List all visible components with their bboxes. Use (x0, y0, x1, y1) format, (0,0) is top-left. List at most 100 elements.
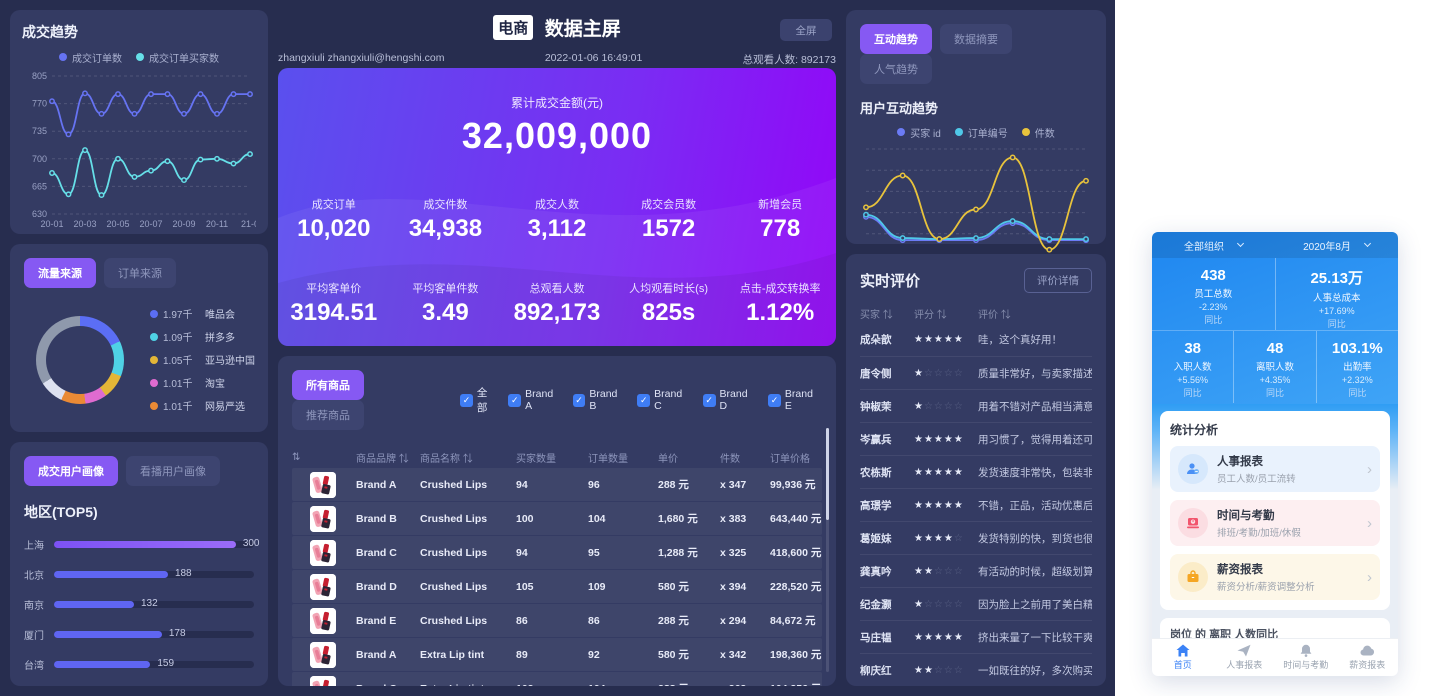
review-row: 马庄韫 ★★★★★ 挤出来量了一下比较干爽，不 (860, 620, 1092, 653)
mobile-body: 统计分析 人事报表 员工人数/员工流转 › (1152, 404, 1398, 638)
stat-label: 入职人数 (1173, 362, 1212, 373)
checkbox-label: 全部 (476, 387, 488, 414)
legend-dot-icon (150, 378, 158, 387)
column-header[interactable]: 买家数量 (516, 453, 556, 465)
total-viewers: 总观看人数: 892173 (742, 54, 836, 66)
checkbox-checked-icon[interactable]: ✓ (460, 393, 473, 407)
nav-time-attendance[interactable]: 时间与考勤 (1275, 639, 1337, 676)
traffic-sources-card: 流量来源 订单来源 1.97千 唯品会 1.09千 拼多多 1.05千 亚马逊中国 1.01千… (10, 244, 268, 432)
nav-salary-report[interactable]: 薪资报表 (1337, 639, 1399, 676)
column-header[interactable]: 评价 ⇅ (978, 309, 1011, 321)
interaction-legend-item[interactable]: 订单编号 (954, 125, 1008, 140)
menu-time-attendance[interactable]: 时间与考勤 排班/考勤/加班/休假 › (1170, 500, 1380, 546)
deal-trend-legend-item[interactable]: 成交订单买家数 (136, 50, 219, 65)
page-header: 电商 数据主屏 (278, 14, 836, 41)
svg-text:770: 770 (32, 99, 47, 109)
svg-text:20-03: 20-03 (73, 219, 96, 229)
svg-text:665: 665 (32, 181, 47, 191)
tab-人气趋势[interactable]: 人气趋势 (860, 54, 932, 84)
stat-value: 1572 (641, 215, 696, 242)
tab-所有商品[interactable]: 所有商品 (292, 370, 364, 400)
region-bar-fill (54, 601, 134, 608)
brand-checkbox-Brand E[interactable]: ✓ Brand E (768, 388, 822, 412)
reviews-table-header[interactable]: 买家 ⇅ 评分 ⇅ 评价 ⇅ (860, 303, 1092, 323)
stars-empty: ☆☆☆☆ (923, 400, 964, 412)
source-legend-item[interactable]: 1.09千 拼多多 (150, 329, 255, 344)
cell: Brand B (356, 512, 397, 525)
month-dropdown[interactable]: 2020年8月 (1275, 232, 1398, 258)
stars-filled: ★★★★ (914, 532, 954, 544)
column-header[interactable]: 订单价格 (770, 453, 810, 465)
review-row: 岑赢兵 ★★★★★ 用习惯了，觉得用着还可以但 (860, 422, 1092, 455)
legend-label: 订单编号 (967, 128, 1008, 140)
stat-delta: +17.69% (1318, 306, 1355, 316)
checkbox-checked-icon[interactable]: ✓ (572, 393, 586, 407)
review-row: 成朵歆 ★★★★★ 哇，这个真好用！ (860, 323, 1092, 356)
source-legend-item[interactable]: 1.01千 淘宝 (150, 375, 255, 390)
nav-home[interactable]: 首页 (1152, 639, 1214, 676)
column-header[interactable]: 买家 ⇅ (860, 309, 893, 321)
stars-filled: ★★ (914, 664, 934, 676)
source-legend-item[interactable]: 1.05千 亚马逊中国 (150, 352, 255, 367)
products-table-header[interactable]: ⇅ 商品品牌 ⇅ 商品名称 ⇅ 买家数量 订单数量 单价 件数 订单价格 (292, 446, 822, 468)
cell: Crushed Lips (420, 546, 488, 559)
cell: x 325 (720, 546, 747, 559)
fullscreen-button[interactable]: 全屏 (780, 19, 832, 41)
checkbox-checked-icon[interactable]: ✓ (637, 393, 651, 407)
tab-成交用户画像[interactable]: 成交用户画像 (24, 456, 118, 486)
cell: Brand A (356, 648, 397, 661)
deal-trend-legend-item[interactable]: 成交订单数 (59, 50, 122, 65)
review-text: 一如既往的好，多次购买了， (978, 664, 1092, 677)
region-bar-fill (54, 631, 162, 638)
source-value: 1.01千 (163, 402, 193, 413)
org-dropdown[interactable]: 全部组织 (1152, 232, 1275, 258)
review-row: 钟椒茉★☆☆☆☆用着不错对产品相当满意挺好 (860, 389, 1092, 422)
column-header[interactable]: 商品品牌 ⇅ (356, 453, 409, 465)
cell: 92 (588, 648, 600, 661)
stars-filled: ★★★★★ (914, 466, 964, 478)
checkbox-checked-icon[interactable]: ✓ (768, 393, 781, 407)
interaction-legend: 买家 id 订单编号 件数 (860, 123, 1092, 141)
brand-checkbox-Brand B[interactable]: ✓ Brand B (572, 388, 627, 412)
scrollbar-thumb[interactable] (826, 428, 829, 520)
svg-text:20-07: 20-07 (139, 219, 162, 229)
column-header[interactable]: 评分 ⇅ (914, 309, 947, 321)
summary-stat: 成交件数 34,938 (390, 196, 502, 243)
interaction-legend-item[interactable]: 件数 (1021, 125, 1055, 140)
brand-checkbox-全部[interactable]: ✓ 全部 (460, 385, 497, 415)
nav-hr-report[interactable]: 人事报表 (1214, 639, 1276, 676)
tab-流量来源[interactable]: 流量来源 (24, 258, 96, 288)
brand-checkbox-Brand A[interactable]: ✓ Brand A (508, 388, 561, 412)
column-header[interactable]: 订单数量 (588, 453, 628, 465)
stat-label: 总观看人数 (529, 283, 585, 295)
brand-checkbox-Brand D[interactable]: ✓ Brand D (702, 388, 757, 412)
interaction-legend-item[interactable]: 买家 id (897, 125, 941, 140)
source-legend-item[interactable]: 1.97千 唯品会 (150, 306, 255, 321)
product-image-lipstick (310, 573, 336, 600)
checkbox-checked-icon[interactable]: ✓ (508, 393, 522, 407)
column-header[interactable]: ⇅ (292, 451, 301, 463)
column-header[interactable]: 商品名称 ⇅ (420, 453, 473, 465)
review-detail-button[interactable]: 评价详情 (1024, 268, 1092, 293)
checkbox-checked-icon[interactable]: ✓ (702, 393, 716, 407)
column-header[interactable]: 件数 (720, 453, 740, 465)
deal-trend-title: 成交趋势 (22, 24, 78, 40)
menu-salary-report[interactable]: 薪资报表 薪资分析/薪资调整分析 › (1170, 554, 1380, 600)
time-attendance-icon (1178, 508, 1208, 538)
region-bar-fill (54, 541, 236, 548)
brand-checkbox-Brand C[interactable]: ✓ Brand C (637, 388, 691, 412)
tab-数据摘要[interactable]: 数据摘要 (940, 24, 1012, 54)
ecommerce-dashboard: 成交趋势 成交订单数 成交订单买家数 805 770 735 700 665 630 20-0… (0, 0, 1115, 696)
tab-互动趋势[interactable]: 互动趋势 (860, 24, 932, 54)
tab-推荐商品[interactable]: 推荐商品 (292, 400, 364, 430)
product-image-lipstick (310, 641, 336, 668)
stat-value: 778 (760, 215, 801, 242)
tab-看播用户画像[interactable]: 看播用户画像 (126, 456, 220, 486)
column-header[interactable]: 单价 (658, 453, 678, 465)
source-legend-item[interactable]: 1.01千 网易严选 (150, 398, 255, 413)
star-rating: ★★★★★ (914, 434, 978, 445)
tab-订单来源[interactable]: 订单来源 (104, 258, 176, 288)
products-scrollbar[interactable] (826, 428, 829, 672)
menu-hr-report[interactable]: 人事报表 员工人数/员工流转 › (1170, 446, 1380, 492)
